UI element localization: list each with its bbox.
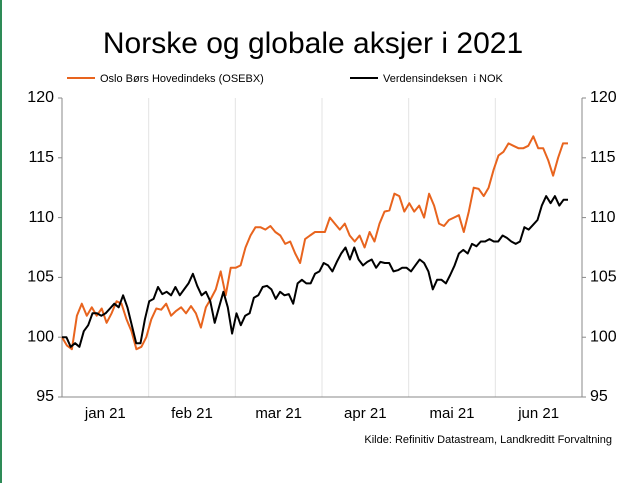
x-tick-label: mai 21: [429, 405, 474, 422]
legend-label: Verdensindeksen i NOK: [383, 73, 504, 85]
x-tick-label: jun 21: [517, 405, 559, 422]
x-tick-label: feb 21: [171, 405, 213, 422]
y-tick-label: 115: [28, 149, 54, 166]
source-note: Kilde: Refinitiv Datastream, Landkreditt…: [364, 434, 612, 446]
series-line: [61, 135, 568, 351]
y2-tick-label: 100: [590, 328, 617, 345]
y-tick-label: 110: [28, 209, 54, 226]
x-tick-label: apr 21: [344, 405, 387, 422]
chart-title: Norske og globale aksjer i 2021: [103, 27, 523, 60]
y-tick-label: 95: [36, 388, 54, 405]
legend-label: Oslo Børs Hovedindeks (OSEBX): [100, 73, 264, 85]
y2-tick-label: 105: [590, 269, 617, 286]
y-tick-label: 120: [27, 89, 54, 106]
series-line: [62, 195, 568, 348]
y-tick-label: 100: [27, 328, 54, 345]
y2-tick-label: 110: [590, 209, 616, 226]
x-tick-label: jan 21: [84, 405, 126, 422]
x-tick-label: mar 21: [255, 405, 302, 422]
y2-tick-label: 95: [590, 388, 608, 405]
y-tick-label: 105: [27, 269, 54, 286]
y2-tick-label: 115: [590, 149, 616, 166]
y2-tick-label: 120: [590, 89, 617, 106]
